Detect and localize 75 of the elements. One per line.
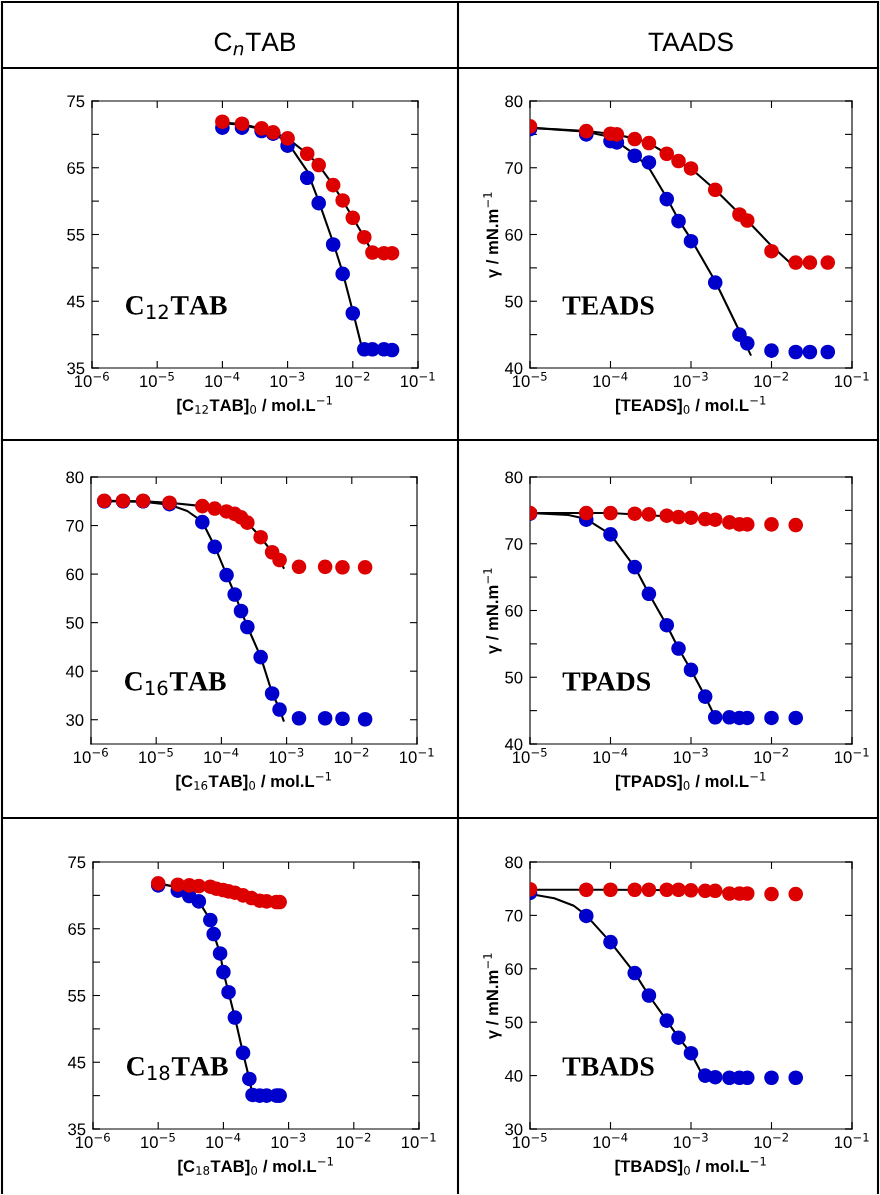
y-tick-label: 40	[65, 665, 84, 678]
x-tick-label: 10$^{−5}$	[141, 1133, 175, 1149]
x-tick-label: 10$^{−2}$	[334, 747, 369, 764]
y-tick-label: 40	[504, 738, 523, 751]
x-tick-label: 10$^{−1}$	[835, 372, 869, 388]
y-tick-label: 60	[505, 228, 523, 241]
y-axis-title: γ / mN.m$^{−1}$	[483, 568, 502, 655]
x-tick-label: 10$^{−1}$	[401, 372, 435, 388]
y-tick-label: 65	[67, 162, 85, 174]
y-axis-title: γ / mN.m$^{−1}$	[483, 953, 502, 1040]
y-tick-label: 50	[66, 617, 84, 629]
x-tick-label: 10$^{−1}$	[835, 1133, 869, 1149]
x-axis-title: [C$_{16}$TAB]$_{0}$ / mol.L$^{−1}$	[176, 772, 331, 791]
y-axis-title: γ / mN.m$^{−1}$	[483, 192, 502, 279]
y-tick-label: 70	[505, 162, 523, 174]
x-tick-label: 10$^{−3}$	[271, 1132, 306, 1149]
x-axis-title: [TBADS]$_{0}$ / mol.L$^{−1}$	[615, 1157, 766, 1176]
x-tick-label: 10$^{−3}$	[674, 747, 708, 764]
x-tick-label: 10$^{−3}$	[270, 371, 305, 388]
y-tick-label: 80	[505, 471, 523, 484]
annotation: C$_{18}$TAB	[126, 1056, 228, 1081]
annotation: TBADS	[562, 1057, 654, 1076]
y-tick-label: 50	[505, 295, 523, 308]
x-tick-label: 10$^{−4}$	[206, 1133, 241, 1149]
y-tick-label: 60	[505, 963, 523, 975]
chart-title: C$_{n}$TAB	[214, 32, 296, 56]
y-tick-label: 80	[505, 856, 523, 869]
annotation: TEADS	[562, 296, 654, 315]
y-tick-label: 70	[505, 909, 523, 922]
y-tick-label: 70	[505, 538, 523, 550]
x-tick-label: 10$^{−1}$	[402, 1133, 436, 1149]
x-tick-label: 10$^{−3}$	[674, 371, 708, 388]
y-tick-label: 50	[505, 671, 523, 684]
x-axis-title: [C$_{12}$TAB]$_{0}$ / mol.L$^{−1}$	[177, 396, 332, 415]
y-tick-label: 55	[67, 229, 85, 241]
y-tick-label: 75	[68, 856, 86, 869]
y-tick-label: 40	[504, 362, 523, 375]
y-tick-label: 50	[505, 1016, 523, 1029]
annotation: C$_{16}$TAB	[124, 671, 226, 696]
x-tick-label: 10$^{−4}$	[205, 372, 240, 388]
y-tick-label: 65	[68, 923, 86, 935]
x-tick-label: 10$^{−5}$	[139, 748, 173, 764]
annotation: C$_{12}$TAB	[125, 295, 227, 319]
x-tick-label: 10$^{−2}$	[754, 747, 788, 764]
x-axis-title: [C$_{18}$TAB]$_{0}$ / mol.L$^{−1}$	[178, 1157, 333, 1176]
y-tick-label: 80	[66, 471, 84, 484]
y-tick-label: 40	[504, 1070, 523, 1082]
x-tick-label: 10$^{−4}$	[593, 372, 628, 388]
x-tick-label: 10$^{−4}$	[593, 1133, 628, 1149]
y-tick-label: 80	[505, 95, 523, 108]
y-tick-label: 30	[66, 714, 84, 726]
x-tick-label: 10$^{−2}$	[754, 371, 788, 388]
y-tick-label: 75	[67, 95, 85, 108]
x-tick-label: 10$^{−3}$	[269, 747, 304, 764]
y-tick-label: 55	[68, 990, 86, 1002]
x-tick-label: 10$^{−4}$	[593, 748, 628, 764]
y-tick-label: 30	[505, 1123, 523, 1136]
y-tick-label: 60	[66, 568, 84, 581]
x-tick-label: 10$^{−2}$	[335, 371, 370, 388]
x-tick-label: 10$^{−1}$	[400, 748, 434, 764]
x-tick-label: 10$^{−3}$	[674, 1132, 708, 1149]
y-tick-label: 45	[67, 1056, 86, 1069]
x-tick-label: 10$^{−4}$	[204, 748, 239, 764]
x-tick-label: 10$^{−2}$	[754, 1132, 788, 1149]
x-tick-label: 10$^{−1}$	[835, 748, 869, 764]
annotation: TPADS	[562, 672, 651, 691]
x-axis-title: [TEADS]$_{0}$ / mol.L$^{−1}$	[616, 396, 766, 415]
x-axis-title: [TPADS]$_{0}$ / mol.L$^{−1}$	[616, 772, 766, 791]
x-tick-label: 10$^{−2}$	[336, 1132, 371, 1149]
y-tick-label: 70	[66, 519, 84, 532]
x-tick-label: 10$^{−5}$	[140, 372, 174, 388]
y-tick-label: 60	[505, 604, 523, 617]
chart-title: TAADS	[648, 32, 733, 52]
y-tick-label: 45	[66, 295, 85, 308]
x-tick-label: 10$^{−6}$	[74, 747, 108, 764]
